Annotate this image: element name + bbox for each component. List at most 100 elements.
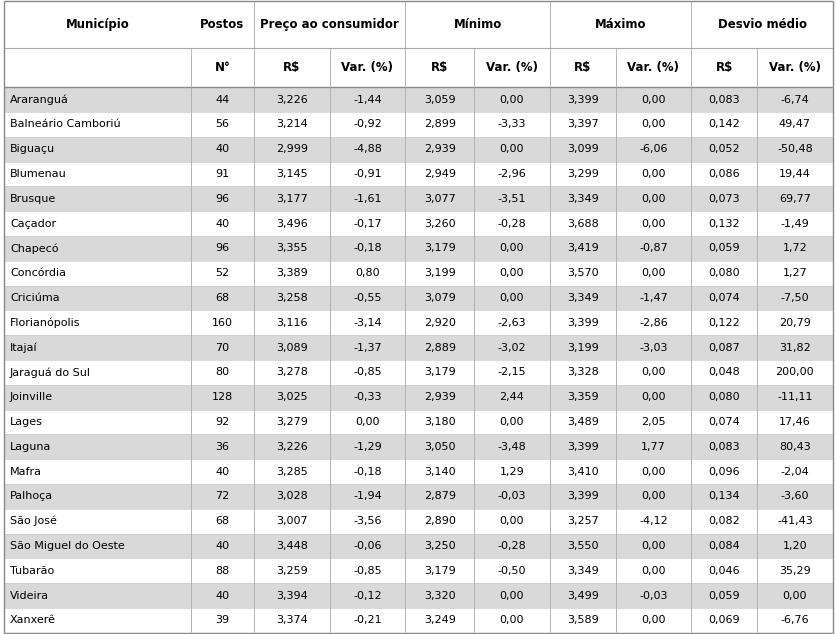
Text: 3,374: 3,374 [276, 616, 307, 625]
Bar [4, 459, 832, 484]
Text: Tubarão: Tubarão [10, 566, 54, 576]
Text: Concórdia: Concórdia [10, 268, 66, 278]
Bar [4, 137, 832, 162]
Bar [4, 112, 832, 137]
Text: 3,199: 3,199 [566, 342, 598, 353]
Text: 0,083: 0,083 [707, 94, 739, 105]
Text: 3,359: 3,359 [566, 392, 598, 402]
Text: 3,077: 3,077 [423, 194, 455, 204]
Text: Videira: Videira [10, 590, 49, 600]
Text: -0,55: -0,55 [353, 293, 381, 303]
Text: 0,00: 0,00 [640, 491, 665, 501]
Text: 36: 36 [215, 442, 229, 452]
Text: -3,60: -3,60 [780, 491, 808, 501]
Text: 0,086: 0,086 [707, 169, 739, 179]
Text: 0,00: 0,00 [499, 616, 523, 625]
Text: 3,355: 3,355 [276, 243, 307, 254]
Text: Itajaí: Itajaí [10, 342, 38, 353]
Bar [4, 534, 832, 559]
Text: 0,059: 0,059 [707, 590, 739, 600]
Text: 3,410: 3,410 [566, 467, 598, 477]
Text: Máximo: Máximo [594, 18, 645, 31]
Text: Balneário Camboriú: Balneário Camboriú [10, 119, 120, 129]
Text: 3,389: 3,389 [276, 268, 307, 278]
Text: -1,94: -1,94 [353, 491, 381, 501]
Text: São Miguel do Oeste: São Miguel do Oeste [10, 541, 125, 551]
Text: 2,920: 2,920 [423, 318, 455, 328]
Text: 0,080: 0,080 [707, 268, 739, 278]
Text: -0,28: -0,28 [497, 541, 526, 551]
Text: Desvio médio: Desvio médio [716, 18, 806, 31]
Bar [4, 559, 832, 583]
Text: Preço ao consumidor: Preço ao consumidor [260, 18, 399, 31]
Text: Var. (%): Var. (%) [627, 61, 679, 74]
Text: 3,179: 3,179 [423, 243, 455, 254]
Text: 0,00: 0,00 [640, 566, 665, 576]
Text: 3,349: 3,349 [566, 566, 598, 576]
Text: 0,134: 0,134 [707, 491, 739, 501]
Text: 3,320: 3,320 [423, 590, 455, 600]
Text: 0,084: 0,084 [707, 541, 739, 551]
Text: -6,74: -6,74 [780, 94, 808, 105]
Text: 17,46: 17,46 [778, 417, 810, 427]
Text: 72: 72 [215, 491, 229, 501]
Text: 3,214: 3,214 [276, 119, 307, 129]
Text: 70: 70 [215, 342, 229, 353]
Text: 3,399: 3,399 [566, 318, 598, 328]
Text: -2,04: -2,04 [780, 467, 808, 477]
Text: 40: 40 [215, 467, 229, 477]
Text: 3,550: 3,550 [566, 541, 598, 551]
Text: Var. (%): Var. (%) [486, 61, 538, 74]
Text: 0,096: 0,096 [707, 467, 739, 477]
Text: -0,85: -0,85 [353, 566, 381, 576]
Text: R$: R$ [431, 61, 448, 74]
Text: R$: R$ [573, 61, 590, 74]
Text: Florianópolis: Florianópolis [10, 318, 80, 328]
Text: 3,116: 3,116 [276, 318, 307, 328]
Text: 0,052: 0,052 [707, 144, 739, 154]
Text: 0,082: 0,082 [707, 516, 739, 526]
Text: 1,77: 1,77 [640, 442, 665, 452]
Text: 0,087: 0,087 [707, 342, 739, 353]
Bar [4, 608, 832, 633]
Text: 0,80: 0,80 [354, 268, 380, 278]
Bar [4, 410, 832, 434]
Text: -2,86: -2,86 [639, 318, 667, 328]
Text: 3,180: 3,180 [423, 417, 455, 427]
Text: 0,00: 0,00 [782, 590, 806, 600]
Text: Araranguá: Araranguá [10, 94, 69, 105]
Text: Blumenau: Blumenau [10, 169, 67, 179]
Bar [4, 236, 832, 261]
Text: 40: 40 [215, 144, 229, 154]
Text: -1,44: -1,44 [353, 94, 381, 105]
Text: Chapecó: Chapecó [10, 243, 59, 254]
Text: 0,00: 0,00 [499, 293, 523, 303]
Text: 2,949: 2,949 [423, 169, 455, 179]
Text: -1,49: -1,49 [780, 219, 808, 228]
Text: 3,399: 3,399 [566, 94, 598, 105]
Text: Lages: Lages [10, 417, 43, 427]
Text: 0,00: 0,00 [640, 367, 665, 377]
Text: 0,00: 0,00 [499, 268, 523, 278]
Text: Var. (%): Var. (%) [341, 61, 393, 74]
Text: 3,328: 3,328 [566, 367, 598, 377]
Text: 0,00: 0,00 [499, 94, 523, 105]
Text: -7,50: -7,50 [780, 293, 808, 303]
Text: 0,080: 0,080 [707, 392, 739, 402]
Text: 0,083: 0,083 [707, 442, 739, 452]
Text: -4,12: -4,12 [639, 516, 667, 526]
Text: Mafra: Mafra [10, 467, 42, 477]
Text: 3,140: 3,140 [423, 467, 455, 477]
Text: Palhoça: Palhoça [10, 491, 54, 501]
Text: 0,00: 0,00 [499, 144, 523, 154]
Text: -6,06: -6,06 [639, 144, 667, 154]
Text: 0,00: 0,00 [640, 169, 665, 179]
Text: -0,85: -0,85 [353, 367, 381, 377]
Text: Jaraguá do Sul: Jaraguá do Sul [10, 367, 91, 378]
Text: 3,028: 3,028 [276, 491, 307, 501]
Bar [4, 261, 832, 285]
Text: 0,00: 0,00 [640, 467, 665, 477]
Text: -3,48: -3,48 [497, 442, 526, 452]
Text: 35,29: 35,29 [778, 566, 810, 576]
Text: 2,899: 2,899 [423, 119, 455, 129]
